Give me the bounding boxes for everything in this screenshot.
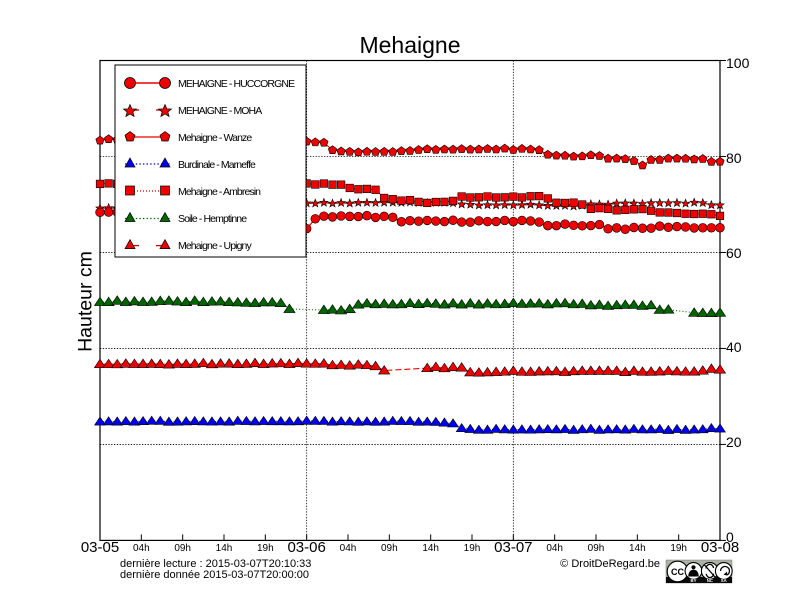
svg-text:MEHAIGNE - MOHA: MEHAIGNE - MOHA: [178, 105, 262, 117]
svg-text:19h: 19h: [670, 543, 687, 554]
svg-text:Mehaigne - Wanze: Mehaigne - Wanze: [178, 132, 252, 144]
svg-text:BY: BY: [691, 578, 697, 583]
svg-text:NC: NC: [707, 578, 713, 583]
svg-text:20: 20: [726, 434, 742, 450]
svg-text:19h: 19h: [257, 543, 274, 554]
svg-text:60: 60: [726, 245, 742, 261]
svg-text:Mehaigne - Upigny: Mehaigne - Upigny: [178, 240, 252, 252]
svg-text:04h: 04h: [546, 543, 563, 554]
svg-text:CC: CC: [671, 567, 684, 577]
svg-text:Burdinale - Marneffe: Burdinale - Marneffe: [178, 159, 256, 171]
svg-text:MEHAIGNE - HUCCORGNE: MEHAIGNE - HUCCORGNE: [178, 78, 295, 90]
svg-text:14h: 14h: [422, 543, 439, 554]
svg-text:dernière donnée 2015-03-07T20: dernière donnée 2015-03-07T20:00:00: [120, 569, 309, 581]
svg-text:Hauteur cm: Hauteur cm: [75, 251, 97, 352]
svg-text:03-08: 03-08: [701, 539, 739, 556]
svg-text:40: 40: [726, 339, 742, 355]
svg-text:100: 100: [726, 55, 750, 71]
svg-text:04h: 04h: [133, 543, 150, 554]
svg-text:09h: 09h: [588, 543, 605, 554]
svg-text:03-05: 03-05: [81, 539, 119, 556]
svg-text:19h: 19h: [464, 543, 481, 554]
svg-text:14h: 14h: [216, 543, 233, 554]
svg-text:80: 80: [726, 150, 742, 166]
svg-text:Soile - Hemptinne: Soile - Hemptinne: [178, 213, 247, 225]
svg-text:03-06: 03-06: [287, 539, 325, 556]
svg-text:Mehaigne: Mehaigne: [359, 32, 460, 58]
svg-text:04h: 04h: [340, 543, 357, 554]
svg-text:09h: 09h: [381, 543, 398, 554]
svg-text:Mehaigne - Ambresin: Mehaigne - Ambresin: [178, 186, 261, 198]
svg-text:© DroitDeRegard.be: © DroitDeRegard.be: [560, 558, 660, 570]
svg-text:SA: SA: [721, 578, 727, 583]
svg-text:03-07: 03-07: [494, 539, 532, 556]
svg-text:09h: 09h: [174, 543, 191, 554]
svg-text:14h: 14h: [629, 543, 646, 554]
